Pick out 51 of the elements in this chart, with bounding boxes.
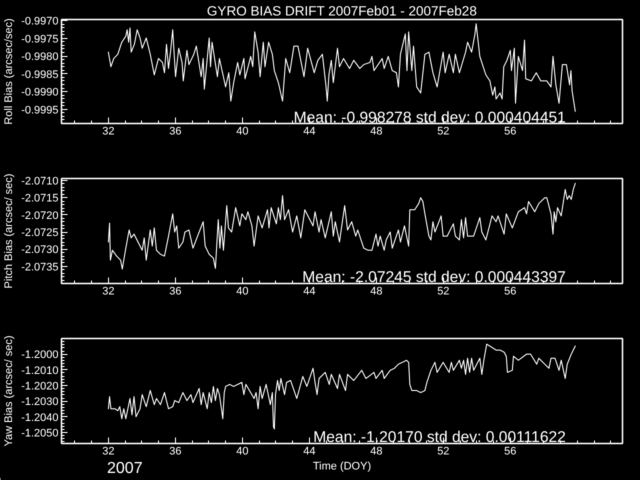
x-tick-label: 36 bbox=[169, 126, 182, 138]
x-tick-label: 32 bbox=[102, 126, 115, 138]
x-tick-label: 56 bbox=[504, 446, 516, 458]
y-tick-label: -0.9970 bbox=[21, 16, 59, 28]
text: 2007 bbox=[107, 460, 143, 478]
y-tick-label: -2.0715 bbox=[21, 192, 59, 205]
x-tick-label: 56 bbox=[504, 286, 516, 298]
y-axis-title: Yaw Bias (arcsec/ sec) bbox=[3, 335, 16, 447]
y-tick-label: -1.2020 bbox=[21, 380, 59, 393]
x-tick-label: 40 bbox=[236, 286, 248, 298]
x-tick-label: 56 bbox=[504, 126, 516, 138]
y-tick-label: -2.0710 bbox=[21, 176, 59, 188]
annotation: Mean: -1.20170 std dev: 0.00111622 bbox=[313, 429, 566, 446]
y-tick-label: -1.2030 bbox=[21, 396, 59, 408]
x-tick-label: 52 bbox=[437, 126, 450, 138]
x-tick-label: 48 bbox=[370, 446, 382, 458]
x-tick-label: 40 bbox=[236, 126, 248, 138]
x-tick-label: 48 bbox=[370, 286, 382, 298]
y-tick-label: -0.9985 bbox=[21, 68, 59, 81]
chart-title: GYRO BIAS DRIFT 2007Feb01 - 2007Feb28 bbox=[206, 4, 477, 18]
line-series bbox=[108, 182, 576, 270]
annotation: Mean: -0.998278 std dev: 0.000404451 bbox=[294, 109, 566, 126]
y-tick-label: -2.0725 bbox=[21, 227, 59, 240]
x-tick-label: 36 bbox=[169, 286, 182, 298]
annotation: Mean: -2.07245 std dev: 0.000443397 bbox=[302, 269, 566, 286]
x-tick-label: 44 bbox=[303, 126, 316, 138]
y-tick-label: -0.9980 bbox=[21, 51, 59, 64]
x-tick-label: 48 bbox=[370, 126, 382, 138]
y-tick-label: -1.2010 bbox=[21, 364, 59, 377]
y-tick-label: -0.9975 bbox=[21, 33, 59, 46]
y-tick-label: -0.9990 bbox=[21, 86, 59, 99]
y-tick-label: -1.2050 bbox=[21, 428, 59, 440]
x-tick-label: 32 bbox=[102, 446, 115, 458]
line-series bbox=[108, 23, 576, 112]
y-tick-label: -0.9995 bbox=[21, 104, 59, 116]
x-tick-label: 44 bbox=[303, 286, 316, 298]
x-tick-label: 36 bbox=[169, 446, 182, 458]
x-tick-label: 52 bbox=[437, 446, 450, 458]
y-tick-label: -2.0730 bbox=[21, 244, 59, 256]
y-axis-title: Pitch Bias (arcsec/ sec) bbox=[3, 174, 16, 288]
x-tick-label: 32 bbox=[102, 286, 115, 298]
x-tick-label: 52 bbox=[437, 286, 450, 298]
line-series bbox=[108, 344, 576, 430]
y-axis-title: Roll Bias (arcsec/sec) bbox=[3, 18, 16, 125]
y-tick-label: -1.2040 bbox=[21, 412, 59, 424]
y-tick-label: -2.0720 bbox=[21, 210, 59, 222]
y-tick-label: -2.0735 bbox=[21, 261, 59, 274]
x-tick-label: 40 bbox=[236, 446, 248, 458]
x-tick-label: 44 bbox=[303, 446, 316, 458]
y-tick-label: -1.2000 bbox=[21, 349, 59, 362]
x-axis-title: Time (DOY) bbox=[312, 460, 372, 472]
